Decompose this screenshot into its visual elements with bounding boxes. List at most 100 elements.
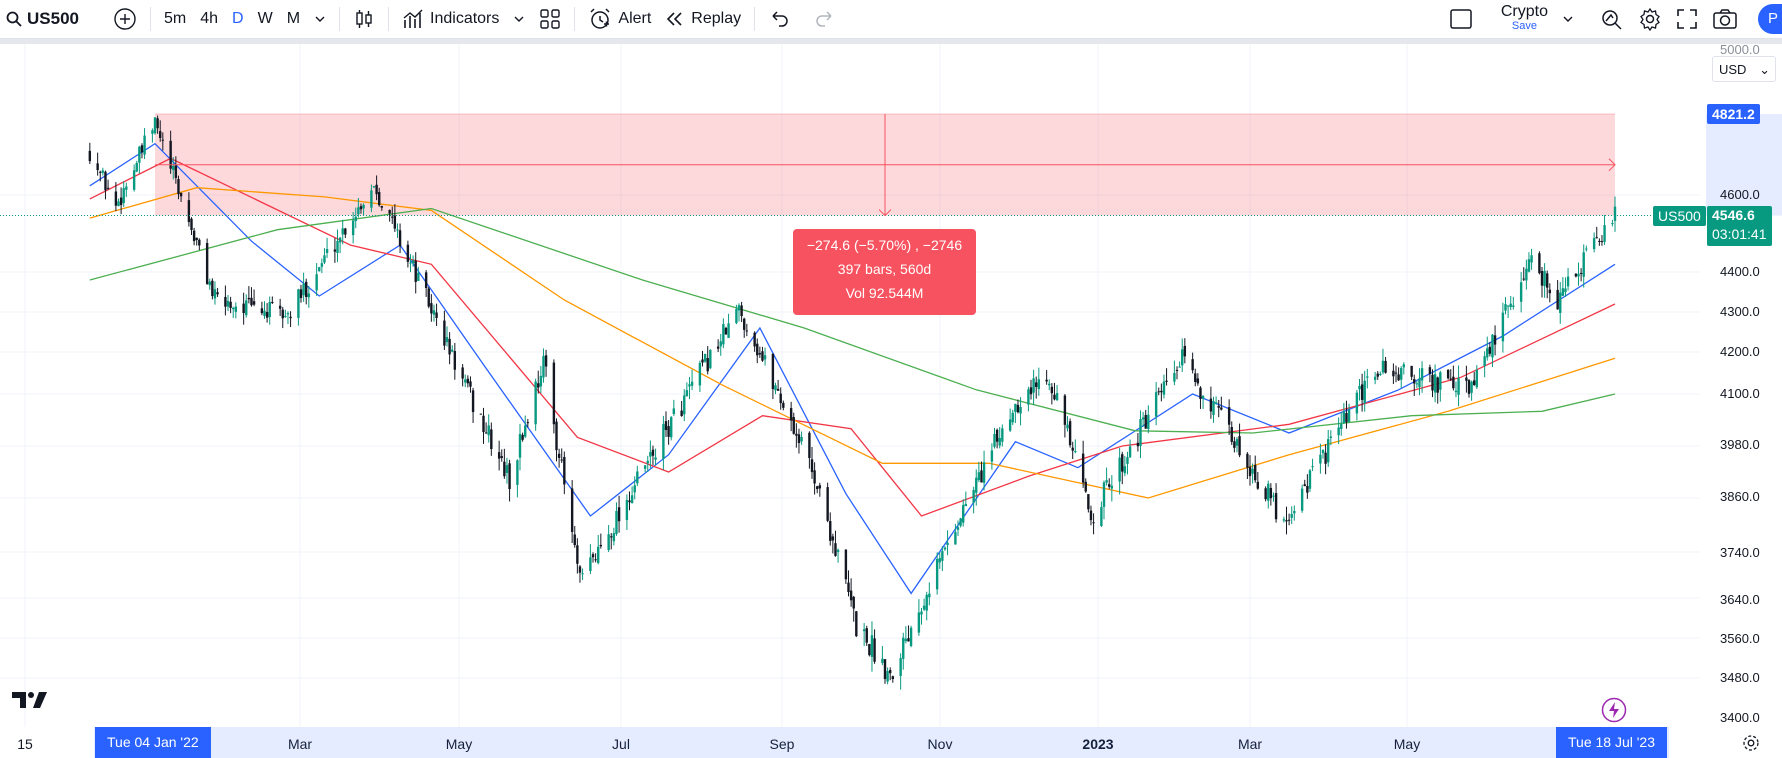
layout-dropdown[interactable] bbox=[1555, 3, 1581, 35]
last-price-value: 4546.6 bbox=[1712, 207, 1755, 223]
candle-body bbox=[935, 559, 939, 590]
candle-body bbox=[1128, 446, 1132, 458]
candle-body bbox=[789, 408, 793, 421]
candle-body bbox=[662, 424, 665, 459]
settings-button[interactable] bbox=[1631, 3, 1669, 35]
candle-body bbox=[187, 200, 191, 223]
moving-average-line-1 bbox=[89, 142, 1616, 595]
candle-body bbox=[338, 237, 342, 243]
interval-w[interactable]: W bbox=[251, 3, 280, 35]
candle-body bbox=[1321, 450, 1325, 454]
indicators-dropdown[interactable] bbox=[506, 3, 532, 35]
price-tick: 4200.0 bbox=[1720, 344, 1760, 359]
candle-body bbox=[1118, 457, 1121, 482]
candle-body bbox=[414, 260, 417, 282]
save-label: Save bbox=[1511, 20, 1537, 32]
candle-body bbox=[855, 611, 858, 637]
candle-body bbox=[500, 456, 503, 458]
candle-body bbox=[534, 381, 537, 425]
chevron-down-icon: ⌄ bbox=[1759, 62, 1770, 77]
candle-body bbox=[1556, 289, 1559, 310]
candle-body bbox=[1512, 305, 1515, 307]
undo-button[interactable] bbox=[761, 3, 797, 35]
candle-body bbox=[445, 337, 449, 343]
candle-body bbox=[151, 130, 154, 134]
candle-body bbox=[816, 486, 819, 490]
fullscreen-chart-button[interactable] bbox=[1442, 3, 1480, 35]
candle-body bbox=[435, 312, 438, 318]
redo-icon bbox=[814, 8, 836, 30]
candle-body bbox=[417, 272, 420, 281]
price-tick: 4300.0 bbox=[1720, 304, 1760, 319]
candle-body bbox=[763, 355, 767, 360]
currency-value: USD bbox=[1719, 62, 1747, 77]
candle-body bbox=[1191, 359, 1194, 371]
candle-body bbox=[1483, 356, 1486, 367]
candle-body bbox=[1574, 273, 1578, 277]
candle-body bbox=[719, 341, 722, 347]
candle-body bbox=[651, 449, 655, 456]
candle-body bbox=[451, 349, 454, 352]
candle-body bbox=[372, 186, 376, 188]
divider bbox=[149, 7, 151, 31]
candle-body bbox=[156, 118, 159, 129]
currency-select[interactable]: USD ⌄ bbox=[1712, 56, 1776, 82]
candle-body bbox=[1319, 454, 1322, 464]
alert-button[interactable]: Alert bbox=[581, 3, 658, 35]
chart-type-button[interactable] bbox=[346, 3, 382, 35]
replay-button[interactable]: Replay bbox=[658, 3, 748, 35]
candle-body bbox=[982, 462, 986, 483]
interval-dropdown[interactable] bbox=[307, 3, 333, 35]
toolbar-shadow bbox=[0, 39, 1782, 44]
candle-body bbox=[286, 313, 290, 315]
candle-body bbox=[284, 315, 287, 318]
candle-body bbox=[883, 659, 887, 680]
candle-body bbox=[1233, 441, 1236, 448]
candle-body bbox=[701, 359, 704, 363]
bar-countdown: 03:01:41 bbox=[1712, 226, 1767, 242]
candle-body bbox=[177, 179, 180, 195]
layout-templates-button[interactable] bbox=[532, 3, 568, 35]
candle-body bbox=[1141, 417, 1145, 420]
interval-d[interactable]: D bbox=[225, 3, 251, 35]
candle-body bbox=[889, 670, 892, 674]
compare-symbol-button[interactable] bbox=[106, 3, 144, 35]
candle-body bbox=[122, 188, 125, 204]
candle-body bbox=[526, 422, 530, 424]
candle-body bbox=[229, 301, 232, 308]
snapshot-button[interactable] bbox=[1705, 3, 1745, 35]
tradingview-logo[interactable] bbox=[12, 690, 50, 715]
interval-5m[interactable]: 5m bbox=[157, 3, 193, 35]
symbol-search[interactable]: US500 bbox=[0, 3, 86, 35]
interval-label: M bbox=[286, 10, 301, 27]
layout-save-button[interactable]: Crypto Save bbox=[1494, 3, 1555, 35]
candle-body bbox=[1397, 374, 1400, 381]
candle-body bbox=[388, 210, 391, 214]
candle-body bbox=[990, 450, 994, 462]
candle-body bbox=[1303, 484, 1306, 487]
gear-icon[interactable] bbox=[1742, 734, 1760, 757]
candle-body bbox=[1084, 481, 1087, 492]
candles-icon bbox=[353, 8, 375, 30]
candle-body bbox=[1585, 248, 1588, 250]
divider bbox=[754, 7, 756, 31]
candle-body bbox=[427, 288, 430, 307]
candle-body bbox=[1439, 372, 1442, 390]
lightning-icon[interactable] bbox=[1601, 697, 1627, 728]
candle-body bbox=[1029, 387, 1033, 395]
candle-body bbox=[667, 426, 670, 437]
candle-body bbox=[610, 536, 613, 538]
candle-body bbox=[1045, 379, 1048, 382]
interval-4h[interactable]: 4h bbox=[193, 3, 225, 35]
candle-body bbox=[1238, 436, 1241, 456]
interval-m[interactable]: M bbox=[280, 3, 307, 35]
candle-body bbox=[1032, 378, 1035, 393]
candle-body bbox=[119, 197, 123, 206]
candle-body bbox=[1454, 390, 1458, 393]
indicators-button[interactable]: Indicators bbox=[395, 3, 506, 35]
quick-search-button[interactable] bbox=[1593, 3, 1631, 35]
fullscreen-button[interactable] bbox=[1669, 3, 1705, 35]
profile-button[interactable]: P bbox=[1745, 3, 1782, 35]
price-chart[interactable] bbox=[0, 44, 1782, 758]
redo-button[interactable] bbox=[807, 3, 843, 35]
